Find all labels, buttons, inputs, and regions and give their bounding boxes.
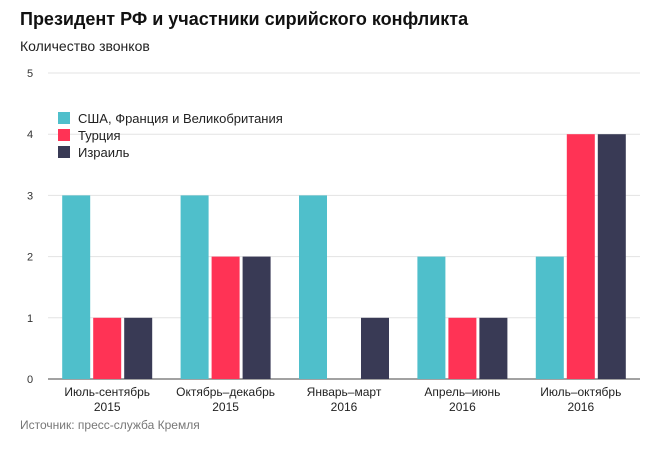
bar-series3-cat5 (597, 134, 626, 379)
x-category-label: Октябрь–декабрь (176, 385, 275, 399)
bar-series3-cat2 (242, 256, 271, 379)
x-category-label: Июль–октябрь (540, 385, 621, 399)
bars (62, 134, 626, 379)
bar-series3-cat1 (124, 317, 153, 379)
y-tick-label: 5 (27, 68, 33, 80)
bar-series2-cat4 (448, 317, 477, 379)
y-tick-label: 1 (27, 313, 33, 325)
y-axis-label: Количество звонков (20, 38, 150, 54)
legend-swatch-2 (58, 129, 70, 141)
y-axis-ticks: 0 1 2 3 4 5 (27, 68, 33, 386)
bar-series1-cat2 (180, 195, 209, 379)
bar-series2-cat2 (211, 256, 240, 379)
legend: США, Франция и Великобритания Турция Израи… (58, 111, 283, 160)
legend-label-1: США, Франция и Великобритания (78, 111, 283, 126)
x-category-label: 2016 (567, 400, 594, 414)
bar-series1-cat3 (299, 195, 327, 379)
bar-series2-cat1 (93, 317, 122, 379)
x-category-label: 2015 (212, 400, 239, 414)
bar-series1-cat4 (417, 256, 446, 379)
source-note: Источник: пресс-служба Кремля (20, 418, 200, 432)
x-category-label: Июль-сентябрь (64, 385, 150, 399)
x-category-label: 2015 (94, 400, 121, 414)
legend-label-2: Турция (78, 128, 121, 143)
chart-title: Президент РФ и участники сирийского конф… (20, 9, 469, 29)
y-tick-label: 3 (27, 190, 33, 202)
x-category-label: Апрель–июнь (424, 385, 500, 399)
x-category-label: 2016 (449, 400, 476, 414)
bar-series2-cat5 (566, 134, 595, 379)
y-tick-label: 0 (27, 374, 33, 386)
legend-label-3: Израиль (78, 145, 130, 160)
bar-series1-cat5 (535, 256, 564, 379)
x-axis-categories: Июль-сентябрь2015Октябрь–декабрь2015Янва… (64, 385, 621, 414)
bar-series3-cat3 (361, 317, 389, 379)
legend-swatch-3 (58, 146, 70, 158)
legend-swatch-1 (58, 112, 70, 124)
y-tick-label: 2 (27, 252, 33, 264)
x-category-label: Январь–март (307, 385, 382, 399)
y-tick-label: 4 (27, 129, 33, 141)
bar-series3-cat4 (479, 317, 508, 379)
x-category-label: 2016 (331, 400, 358, 414)
bar-series1-cat1 (62, 195, 91, 379)
